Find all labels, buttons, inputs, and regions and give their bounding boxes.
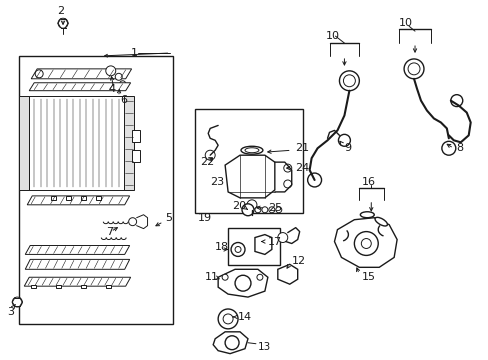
Circle shape	[58, 18, 68, 28]
Bar	[105, 285, 111, 288]
Text: 9: 9	[344, 143, 351, 153]
Text: 20: 20	[232, 201, 245, 211]
Text: 7: 7	[105, 226, 113, 237]
Bar	[19, 56, 173, 324]
Text: 4: 4	[108, 84, 116, 94]
Circle shape	[222, 274, 227, 280]
Text: 18: 18	[215, 243, 229, 252]
Circle shape	[120, 81, 125, 87]
Ellipse shape	[244, 148, 258, 153]
Circle shape	[262, 207, 267, 213]
Text: 19: 19	[198, 213, 212, 223]
Circle shape	[235, 275, 250, 291]
Polygon shape	[25, 246, 129, 255]
Bar	[195, 109, 302, 213]
Circle shape	[407, 63, 419, 75]
Text: 6: 6	[121, 95, 127, 105]
Circle shape	[218, 309, 238, 329]
Circle shape	[277, 233, 287, 243]
Polygon shape	[218, 269, 267, 297]
Text: 11: 11	[205, 272, 219, 282]
Circle shape	[115, 73, 122, 80]
Circle shape	[105, 66, 116, 76]
Text: 8: 8	[455, 143, 462, 153]
Text: 21: 21	[294, 143, 308, 153]
Text: 16: 16	[361, 177, 375, 187]
Text: 1: 1	[130, 48, 137, 58]
Bar	[81, 196, 86, 200]
Circle shape	[283, 164, 291, 172]
Circle shape	[224, 336, 239, 350]
Polygon shape	[254, 235, 271, 255]
Circle shape	[338, 134, 350, 146]
Circle shape	[242, 204, 253, 216]
Text: 14: 14	[238, 312, 252, 322]
Text: 15: 15	[361, 272, 375, 282]
Circle shape	[231, 243, 244, 256]
Polygon shape	[224, 155, 274, 198]
Polygon shape	[31, 69, 131, 79]
Text: 25: 25	[267, 203, 282, 213]
Bar	[31, 285, 36, 288]
Polygon shape	[277, 264, 297, 284]
Polygon shape	[123, 96, 133, 190]
Polygon shape	[27, 196, 129, 205]
Polygon shape	[19, 96, 29, 190]
Text: 13: 13	[257, 342, 271, 352]
Text: 24: 24	[294, 163, 308, 173]
Circle shape	[223, 314, 233, 324]
Bar	[96, 196, 101, 200]
Polygon shape	[334, 218, 396, 267]
Bar	[131, 150, 139, 162]
Circle shape	[339, 71, 359, 91]
Polygon shape	[29, 83, 130, 91]
Text: 12: 12	[291, 256, 305, 266]
Circle shape	[450, 95, 462, 107]
Bar	[81, 285, 86, 288]
Text: 10: 10	[398, 18, 412, 28]
Text: 22: 22	[200, 157, 214, 167]
Circle shape	[128, 218, 136, 226]
Circle shape	[354, 231, 377, 255]
Polygon shape	[213, 332, 247, 354]
Bar	[51, 196, 56, 200]
Circle shape	[441, 141, 455, 155]
Bar	[66, 196, 71, 200]
Polygon shape	[29, 96, 123, 190]
Text: 3: 3	[7, 307, 14, 317]
Ellipse shape	[360, 212, 373, 218]
Circle shape	[12, 297, 22, 307]
Ellipse shape	[241, 146, 263, 154]
Bar	[131, 130, 139, 142]
Circle shape	[235, 247, 241, 252]
Circle shape	[254, 207, 261, 213]
Circle shape	[35, 70, 43, 78]
Circle shape	[343, 75, 355, 87]
Circle shape	[361, 239, 370, 248]
Circle shape	[307, 173, 321, 187]
Text: 2: 2	[57, 6, 64, 16]
Bar	[56, 285, 61, 288]
Polygon shape	[24, 277, 130, 286]
Ellipse shape	[374, 217, 386, 226]
Text: 17: 17	[267, 237, 282, 247]
Polygon shape	[25, 260, 129, 269]
Text: 10: 10	[325, 31, 339, 41]
Circle shape	[283, 180, 291, 188]
Circle shape	[246, 200, 256, 210]
Bar	[227, 228, 279, 265]
Circle shape	[275, 207, 281, 213]
Circle shape	[205, 150, 215, 160]
Circle shape	[256, 274, 263, 280]
Circle shape	[268, 207, 274, 213]
Text: 5: 5	[165, 213, 172, 223]
Circle shape	[403, 59, 423, 79]
Text: 23: 23	[210, 177, 224, 187]
